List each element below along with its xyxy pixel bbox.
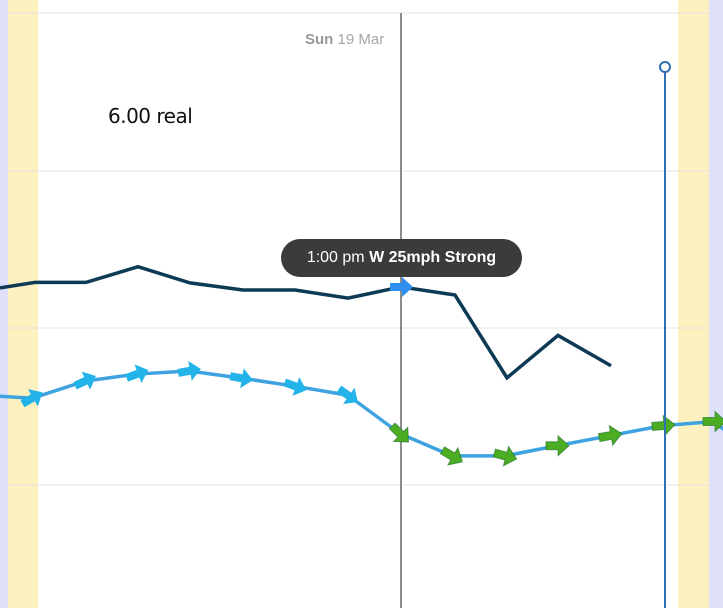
wind-arrow — [597, 424, 623, 447]
wind-arrow — [545, 434, 570, 457]
wind-arrow — [177, 361, 201, 381]
wind-arrow — [492, 445, 518, 467]
wind-tooltip[interactable]: 1:00 pm W 25mph Strong — [281, 239, 522, 277]
day-label: Sun 19 Mar — [305, 31, 384, 48]
night-band — [0, 0, 8, 608]
chart-gridlines — [0, 12, 723, 486]
wind-arrow — [336, 385, 358, 405]
day-name: Sun — [305, 31, 334, 48]
wind-arrow — [702, 410, 723, 433]
real-annotation: 6.00 real — [108, 104, 193, 128]
current-time-marker[interactable] — [659, 61, 671, 608]
current-time-handle[interactable] — [659, 61, 671, 73]
tooltip-wind-summary: W 25mph Strong — [369, 249, 497, 266]
wind-arrow — [283, 377, 307, 396]
series-lines — [0, 264, 723, 458]
wind-arrow — [20, 389, 43, 408]
wind-arrow — [229, 368, 253, 389]
wind-arrow — [651, 414, 676, 437]
day-date: 19 Mar — [337, 31, 385, 48]
wind-arrow — [73, 371, 96, 390]
observed-series-line — [0, 264, 612, 381]
selected-wind-arrow — [390, 276, 413, 297]
night-band — [709, 0, 723, 608]
forecast-series-line — [0, 369, 723, 458]
wind-arrow — [388, 422, 410, 443]
twilight-band — [8, 0, 38, 608]
wind-arrow — [439, 446, 464, 466]
twilight-band — [678, 0, 709, 608]
tooltip-time: 1:00 pm — [306, 249, 365, 266]
wind-arrow — [125, 364, 149, 384]
wind-direction-arrows — [20, 276, 723, 467]
